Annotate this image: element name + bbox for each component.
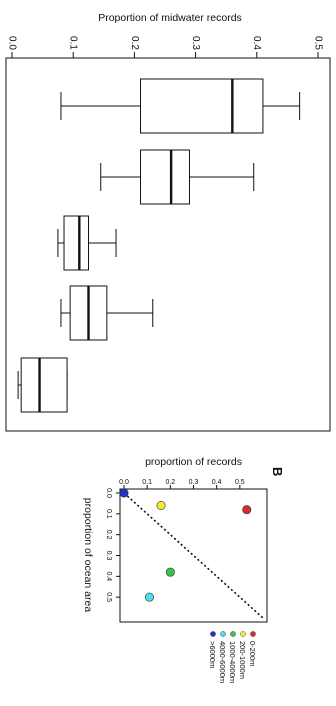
legend-label: 200-1000m bbox=[238, 641, 247, 679]
y-tick-label: 0.2 bbox=[129, 36, 140, 50]
scatter-panel: B proportion of records proportion of oc… bbox=[82, 456, 285, 683]
box-2 bbox=[100, 149, 255, 205]
scatter-points bbox=[119, 488, 252, 602]
legend-label: 1000-4000m bbox=[228, 641, 237, 683]
reference-line bbox=[123, 492, 264, 619]
y-tick-label: 0.5 bbox=[312, 36, 323, 50]
box-3 bbox=[57, 215, 117, 271]
box-5 bbox=[17, 357, 68, 413]
y-tick-label: 0.2 bbox=[165, 479, 175, 486]
scatter-x-ticks: 0.0 0.1 0.2 0.3 0.4 0.5 bbox=[105, 488, 120, 602]
box-iqr bbox=[63, 215, 89, 271]
x-tick-label: 0.1 bbox=[105, 509, 112, 519]
y-axis-label: Proportion of midwater records bbox=[98, 12, 242, 24]
box-iqr bbox=[20, 357, 68, 413]
box-4 bbox=[60, 285, 154, 341]
box-iqr bbox=[140, 149, 190, 205]
legend-swatch bbox=[210, 631, 216, 637]
scatter-y-axis-label: proportion of records bbox=[145, 456, 242, 468]
y-tick-label: 0.3 bbox=[189, 479, 199, 486]
x-tick-label: 0.0 bbox=[105, 488, 112, 498]
y-tick-label: 0.0 bbox=[119, 479, 129, 486]
box-1 bbox=[60, 78, 301, 134]
legend-swatch bbox=[240, 631, 246, 637]
y-tick-label: 0.0 bbox=[6, 36, 17, 50]
legend-label: 4000-6000m bbox=[218, 641, 227, 683]
y-tick-label: 0.1 bbox=[142, 479, 152, 486]
x-tick-label: 0.5 bbox=[105, 592, 112, 602]
x-tick-label: 0.3 bbox=[105, 551, 112, 561]
boxplot-panel: Proportion of midwater records 0.0 0.1 0.2… bbox=[5, 12, 331, 432]
legend-label: >6000m bbox=[208, 641, 217, 668]
point-5 bbox=[119, 488, 129, 498]
legend: 0-200m200-1000m1000-4000m4000-6000m>6000… bbox=[208, 631, 257, 683]
point-3 bbox=[165, 567, 175, 577]
box-iqr bbox=[140, 78, 264, 134]
point-4 bbox=[144, 592, 154, 602]
legend-swatch bbox=[230, 631, 236, 637]
scatter-x-axis-label: proportion of ocean area bbox=[82, 498, 94, 613]
y-tick-label: 0.1 bbox=[68, 36, 79, 50]
y-axis-ticks: 0.0 0.1 0.2 0.3 0.4 0.5 bbox=[6, 36, 323, 59]
plot-frame bbox=[5, 57, 331, 432]
y-tick-label: 0.4 bbox=[212, 479, 222, 486]
x-tick-label: 0.2 bbox=[105, 530, 112, 540]
panel-label: B bbox=[270, 467, 285, 476]
boxes bbox=[17, 78, 301, 413]
point-1 bbox=[242, 505, 252, 515]
point-2 bbox=[156, 501, 166, 510]
y-tick-label: 0.3 bbox=[190, 36, 201, 50]
scatter-y-ticks: 0.0 0.1 0.2 0.3 0.4 0.5 bbox=[119, 479, 245, 489]
x-tick-label: 0.4 bbox=[105, 571, 112, 581]
legend-swatch bbox=[220, 631, 226, 637]
legend-label: 0-200m bbox=[248, 641, 257, 666]
legend-swatch bbox=[250, 631, 256, 637]
y-tick-label: 0.5 bbox=[235, 479, 245, 486]
y-tick-label: 0.4 bbox=[251, 36, 262, 50]
